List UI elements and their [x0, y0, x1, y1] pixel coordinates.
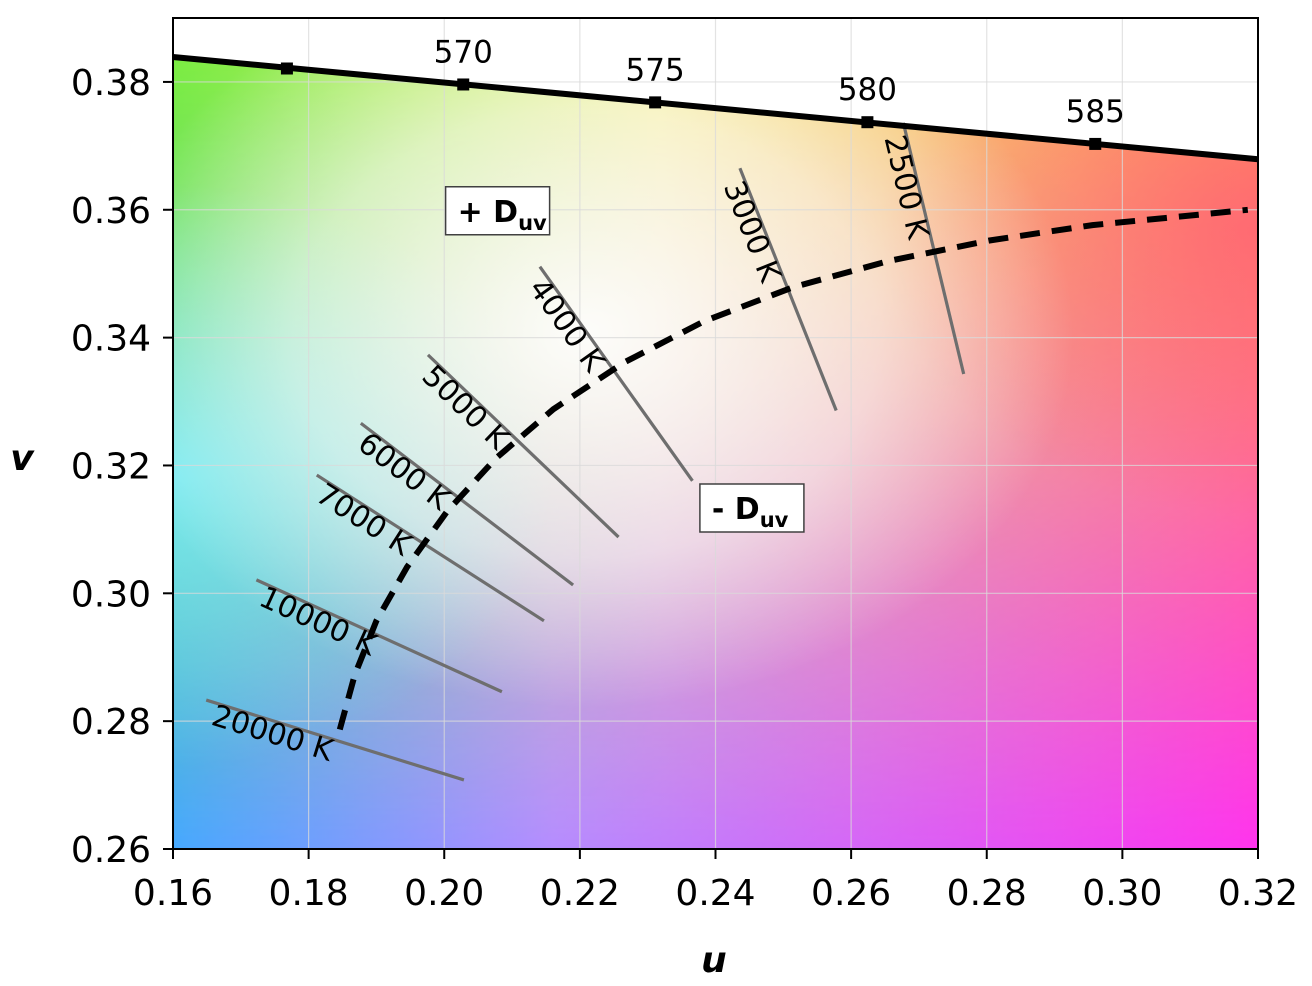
x-tick-label: 0.28 — [947, 873, 1027, 914]
y-tick-label: 0.26 — [71, 830, 151, 871]
x-tick-label: 0.20 — [404, 873, 484, 914]
x-tick-label: 0.16 — [133, 873, 213, 914]
planckian-locus — [336, 206, 1249, 731]
x-tick-label: 0.22 — [540, 873, 620, 914]
isotherm-lines — [205, 122, 966, 782]
y-axis-title: v — [10, 438, 35, 479]
isotherm-line — [315, 473, 545, 623]
y-tick-label: 0.36 — [71, 191, 151, 232]
locus-marker — [457, 78, 470, 91]
spectral-locus-line — [172, 54, 1259, 163]
isotherm-line — [255, 578, 503, 694]
isotherm-line — [359, 421, 575, 587]
x-tick-label: 0.26 — [811, 873, 891, 914]
x-axis-title: u — [701, 940, 727, 981]
x-tick-label: 0.32 — [1218, 873, 1298, 914]
tick-labels: 0.16 0.18 0.20 0.22 0.24 0.26 0.28 0.30 0.32 0.26… — [71, 63, 1298, 914]
isotherm-line — [538, 265, 694, 482]
locus-marker — [280, 62, 293, 75]
y-tick-label: 0.32 — [71, 446, 151, 487]
plus-duv-box-text: + Duv — [458, 195, 547, 235]
y-tick-label: 0.28 — [71, 702, 151, 743]
y-tick-label: 0.30 — [71, 574, 151, 615]
minus-duv-box: - Duv — [699, 483, 805, 533]
minus-duv-box-text: - Duv — [712, 492, 789, 532]
wavelength-label: 580 — [838, 72, 897, 108]
wavelength-label: 575 — [626, 52, 685, 88]
locus-marker — [861, 116, 874, 129]
x-tick-label: 0.24 — [675, 873, 755, 914]
wavelength-label: 570 — [434, 34, 493, 70]
isotherm-line — [901, 122, 966, 375]
spectral-locus — [172, 54, 1259, 163]
isotherm-line — [426, 353, 620, 539]
x-tick-label: 0.30 — [1082, 873, 1162, 914]
locus-marker — [1089, 137, 1102, 150]
y-tick-label: 0.34 — [71, 319, 151, 360]
x-tick-label: 0.18 — [269, 873, 349, 914]
isotherm-line — [205, 698, 465, 782]
plus-duv-box: + Duv — [444, 186, 551, 236]
wavelength-label: 585 — [1066, 94, 1125, 130]
planckian-locus-line — [336, 206, 1249, 731]
y-tick-label: 0.38 — [71, 63, 151, 104]
locus-marker — [649, 96, 662, 109]
